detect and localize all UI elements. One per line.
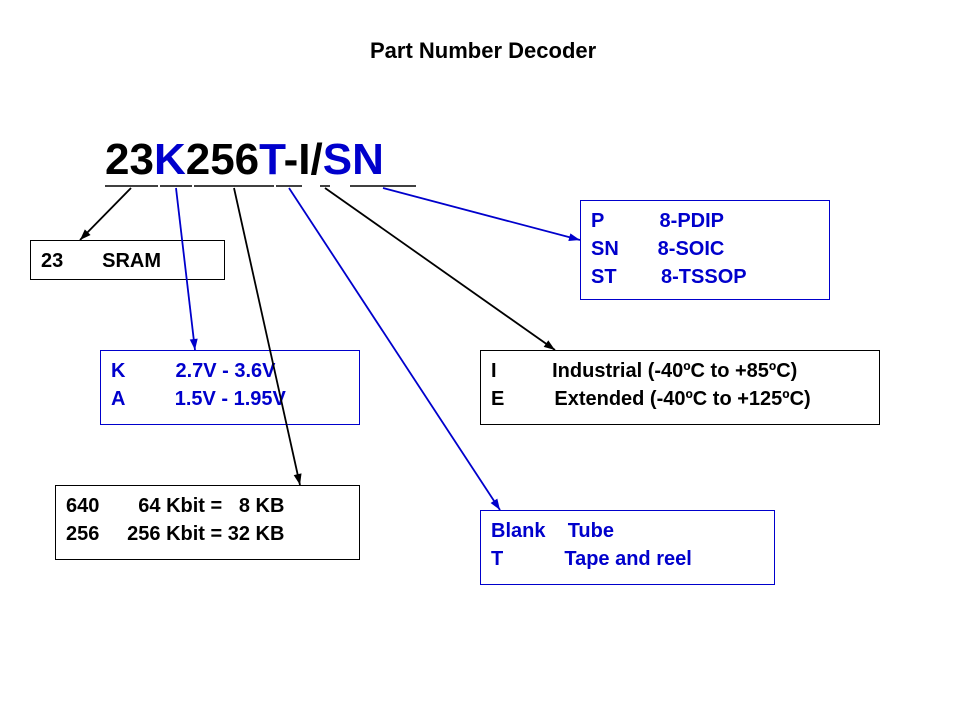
arrow-density xyxy=(234,188,302,485)
box-temp: I Industrial (-40ºC to +85ºC) E Extended… xyxy=(480,350,880,425)
box-package: P 8-PDIP SN 8-SOIC ST 8-TSSOP xyxy=(580,200,830,300)
part-number: 23K256T-I/SN xyxy=(105,135,384,185)
arrow-packaging xyxy=(289,188,500,510)
arrow-family xyxy=(80,188,131,240)
partnum-seg-T: T xyxy=(259,135,283,184)
partnum-seg-K: K xyxy=(154,135,186,184)
box-packaging: Blank Tube T Tape and reel xyxy=(480,510,775,585)
box-family: 23 SRAM xyxy=(30,240,225,280)
partnum-seg-SN: SN xyxy=(323,135,384,184)
partnum-seg-slash: / xyxy=(311,135,323,184)
partnum-seg-23: 23 xyxy=(105,135,154,184)
box-voltage: K 2.7V - 3.6V A 1.5V - 1.95V xyxy=(100,350,360,425)
partnum-seg-I: I xyxy=(298,135,310,184)
arrow-temp xyxy=(325,188,555,350)
partnum-seg-256: 256 xyxy=(186,135,259,184)
box-density: 640 64 Kbit = 8 KB 256 256 Kbit = 32 KB xyxy=(55,485,360,560)
partnum-seg-dash: - xyxy=(284,135,299,184)
arrow-package xyxy=(383,188,580,241)
page-title: Part Number Decoder xyxy=(370,38,596,64)
